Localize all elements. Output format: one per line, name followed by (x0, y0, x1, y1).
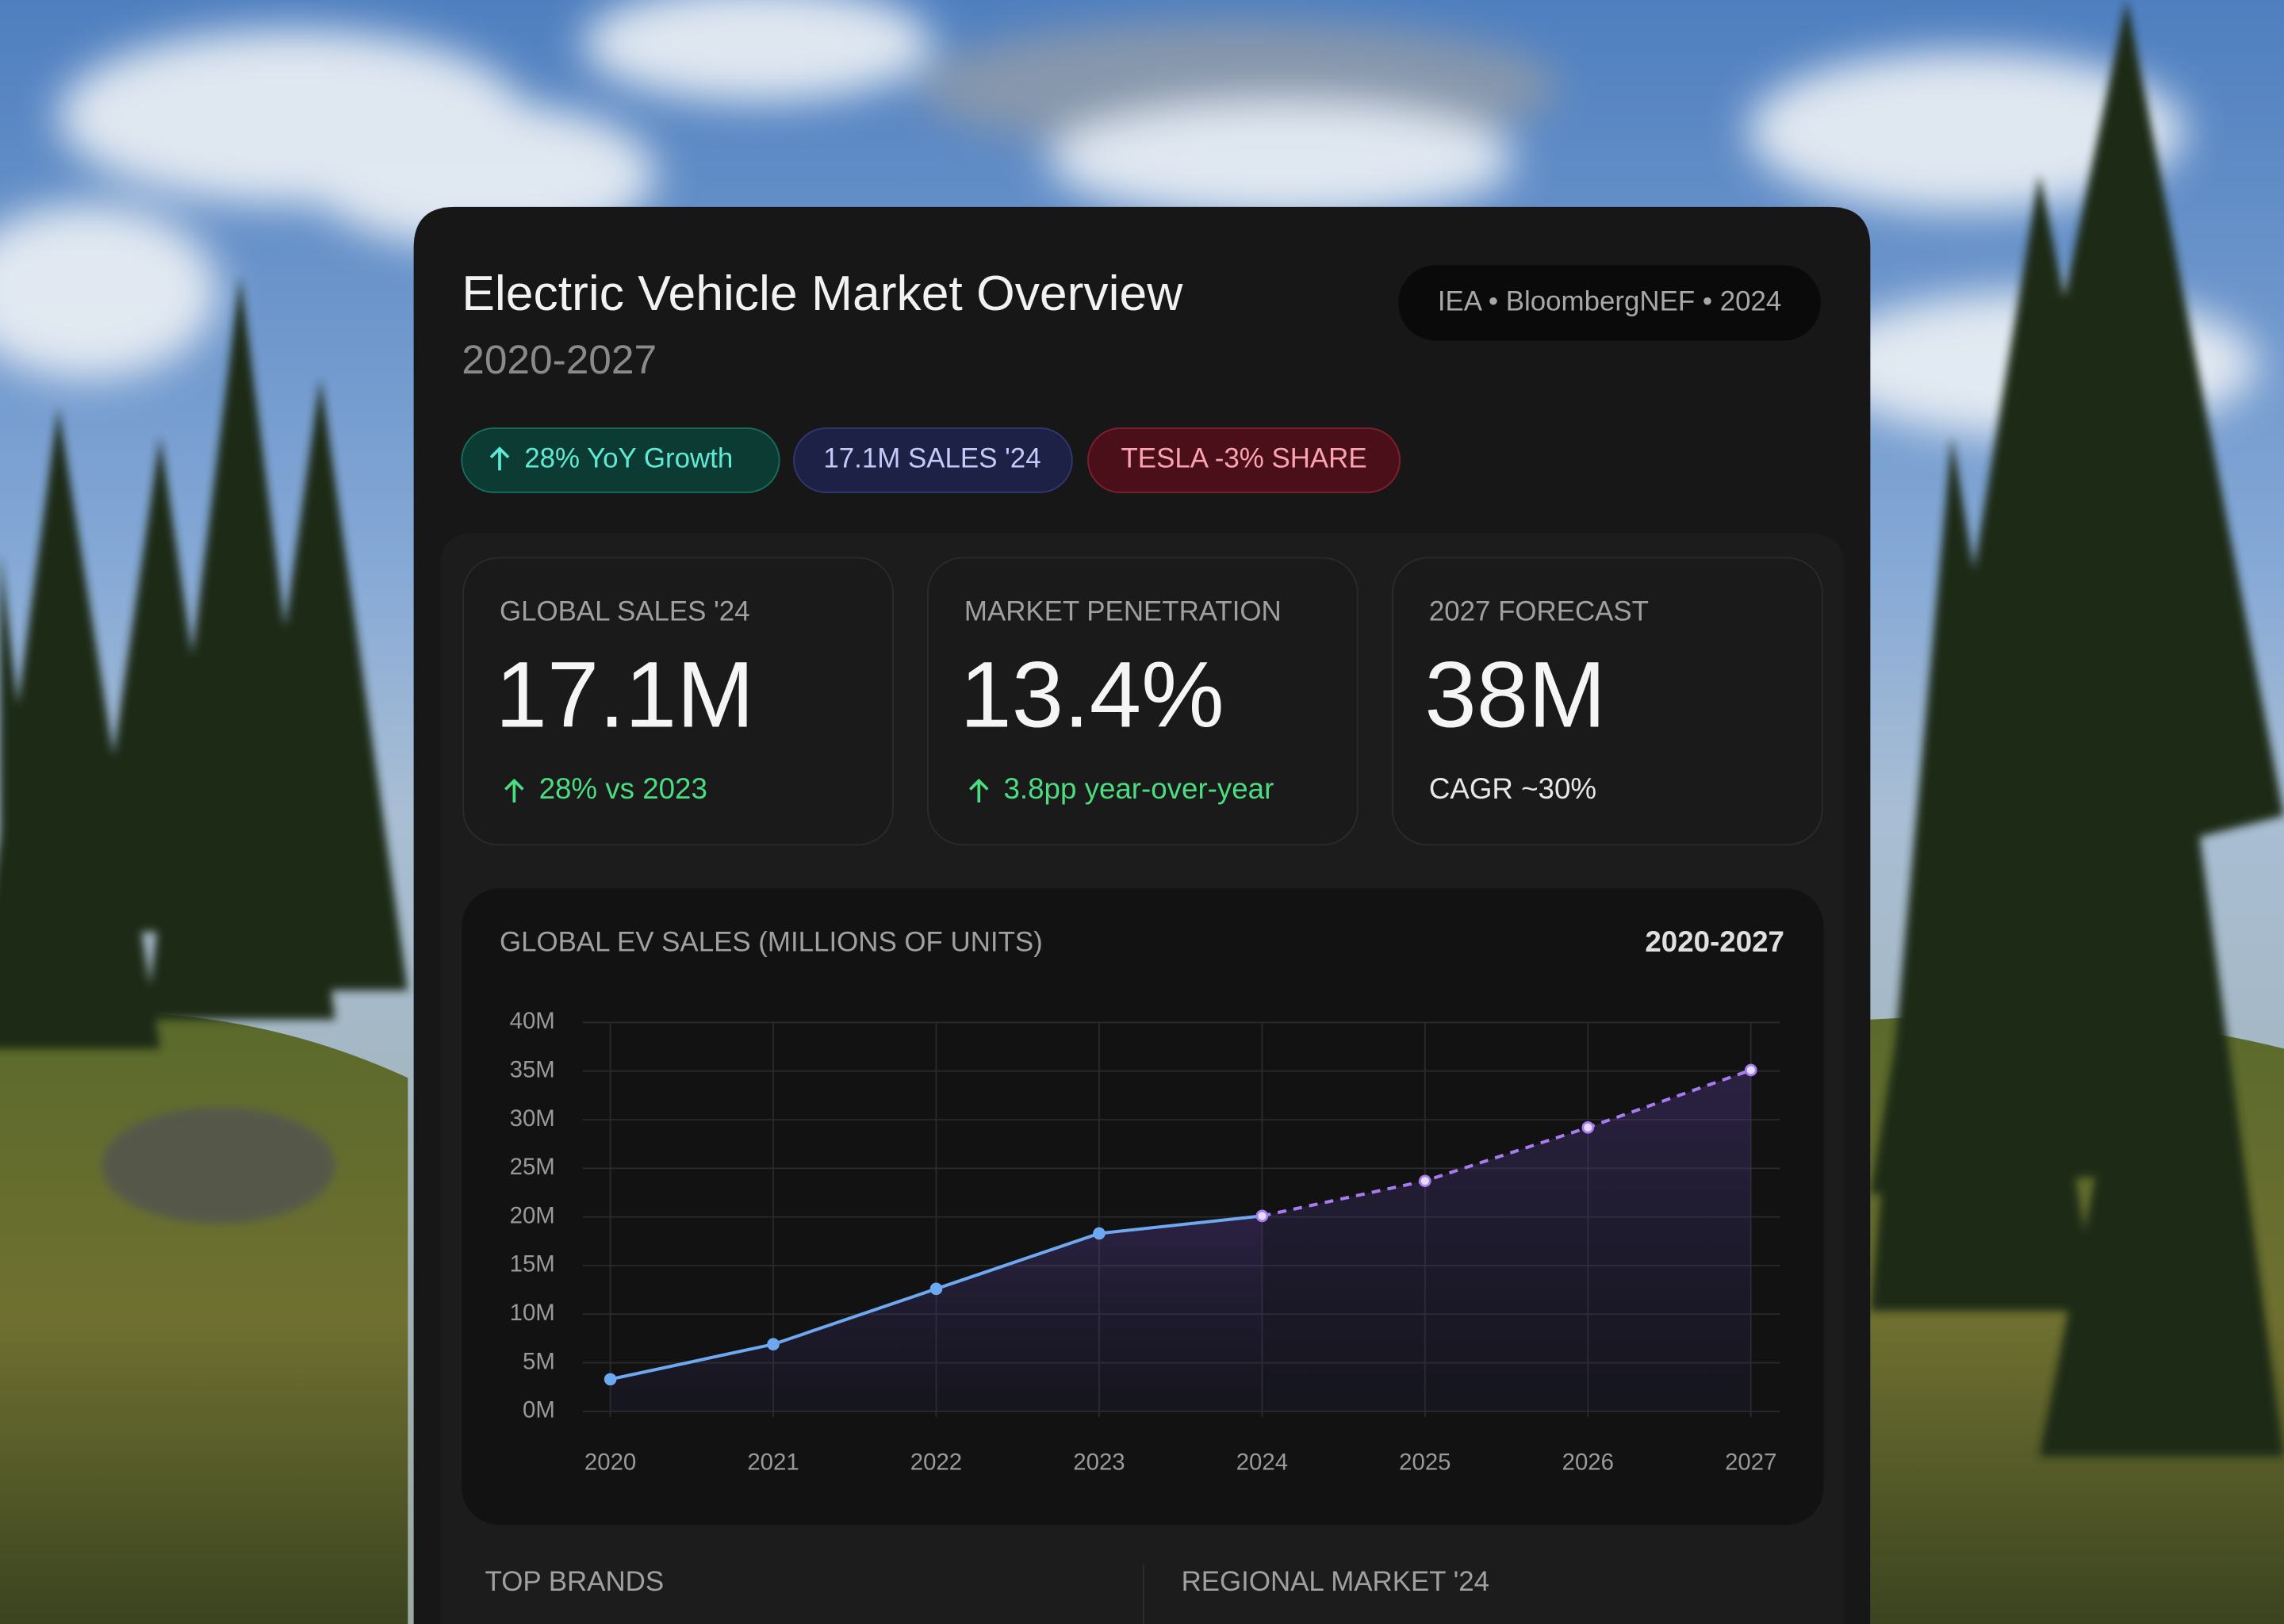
y-tick-label: 15M (510, 1251, 555, 1277)
pill (793, 427, 1073, 493)
area (1262, 1070, 1751, 1411)
source-badge (1398, 265, 1821, 341)
stat-delta: CAGR ~30% (1429, 772, 1596, 805)
pill-text: TESLA -3% SHARE (1121, 443, 1367, 474)
stat-value: 17.1M (495, 642, 754, 746)
stat-value: 13.4% (960, 642, 1224, 746)
stat-label: 2027 FORECAST (1429, 596, 1649, 626)
point (1255, 1209, 1269, 1223)
x-tick-label: 2020 (584, 1450, 636, 1476)
source-text: IEA • BloombergNEF • 2024 (1438, 285, 1781, 316)
x-tick-label: 2023 (1073, 1450, 1125, 1476)
pill-text: 17.1M SALES '24 (823, 443, 1040, 474)
x-tick-label: 2026 (1562, 1450, 1614, 1476)
x-tick-label: 2024 (1236, 1450, 1288, 1476)
point (1744, 1063, 1757, 1077)
y-tick-label: 10M (510, 1300, 555, 1326)
stat-card (462, 557, 894, 846)
stat-label: MARKET PENETRATION (964, 596, 1282, 626)
chart-title: GLOBAL EV SALES (MILLIONS OF UNITS) (500, 926, 1043, 957)
y-tick-label: 25M (510, 1154, 555, 1180)
stat-cards: GLOBAL SALES '24 17.1M 28% vs 2023 MARKE… (462, 557, 1823, 846)
y-tick-label: 40M (510, 1008, 555, 1034)
title: Electric Vehicle Market Overview (462, 266, 1183, 321)
y-tick-label: 20M (510, 1202, 555, 1228)
arrow-icon (504, 778, 524, 803)
plot: 0M 5M 10M 15M 20M 25M 30M 35M 40M 2020 2021 2022 202… (510, 1008, 1780, 1476)
stat-value: 38M (1424, 642, 1606, 746)
line (1261, 1068, 1752, 1218)
chart-range: 2020-2027 (1645, 925, 1784, 958)
x-tick-label: 2025 (1399, 1450, 1450, 1476)
point (604, 1373, 617, 1386)
section-title: REGIONAL MARKET '24 (1182, 1566, 1489, 1597)
point (767, 1338, 780, 1351)
point (1419, 1174, 1431, 1188)
stat-delta: 28% vs 2023 (539, 772, 707, 805)
x-tick-label: 2027 (1725, 1450, 1776, 1476)
pill-text: 28% YoY Growth (524, 443, 733, 474)
stat-card (927, 557, 1359, 846)
stat-card (1392, 557, 1823, 846)
arrow-icon (489, 446, 510, 471)
x-tick-label: 2022 (910, 1450, 962, 1476)
pill (461, 427, 780, 493)
arrow-icon (968, 778, 989, 803)
area (610, 1216, 1263, 1411)
x-tick-label: 2021 (747, 1450, 799, 1476)
y-tick-label: 0M (523, 1397, 555, 1423)
y-tick-label: 35M (510, 1056, 555, 1082)
point (1581, 1121, 1595, 1134)
stat-label: GLOBAL SALES '24 (500, 596, 750, 626)
point (929, 1282, 943, 1296)
subtitle: 2020-2027 (462, 336, 657, 382)
y-tick-label: 5M (523, 1348, 555, 1374)
stat-delta: 3.8pp year-over-year (1004, 772, 1274, 805)
point (1093, 1227, 1106, 1240)
section-title: TOP BRANDS (485, 1566, 664, 1597)
pill (1087, 427, 1401, 493)
y-tick-label: 30M (510, 1105, 555, 1132)
